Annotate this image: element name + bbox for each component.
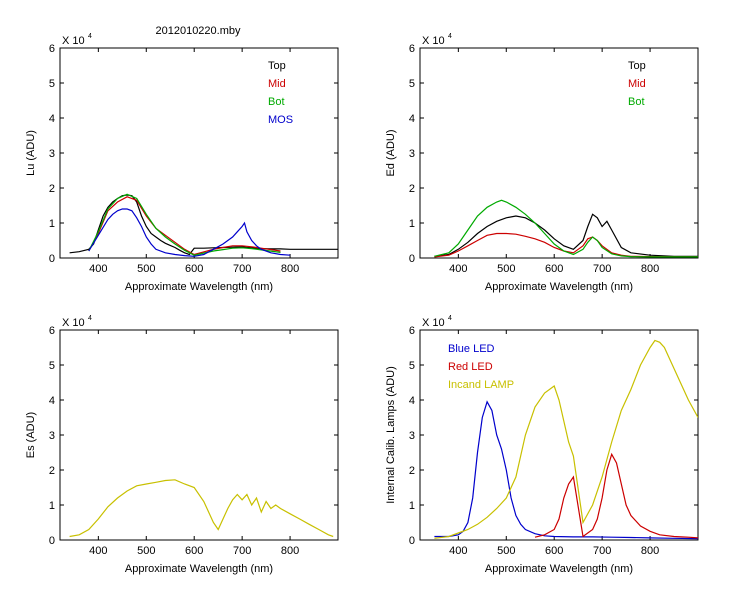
x-axis-label: Approximate Wavelength (nm)	[125, 281, 273, 293]
y-tick-label: 6	[49, 325, 55, 337]
x-tick-label: 800	[281, 545, 299, 557]
y-tick-label: 5	[49, 78, 55, 90]
x-tick-label: 800	[641, 545, 659, 557]
axis-multiplier: X 10	[62, 317, 85, 329]
series-line-es	[69, 479, 334, 538]
y-tick-label: 6	[409, 325, 415, 337]
y-tick-label: 1	[409, 218, 415, 230]
y-tick-label: 1	[49, 500, 55, 512]
y-tick-label: 2	[49, 183, 55, 195]
x-axis-label: Approximate Wavelength (nm)	[485, 281, 633, 293]
x-tick-label: 400	[89, 263, 107, 275]
y-tick-label: 0	[409, 253, 415, 265]
axis-multiplier-exponent: 4	[88, 33, 92, 40]
y-tick-label: 4	[49, 113, 55, 125]
x-tick-label: 700	[593, 545, 611, 557]
x-tick-label: 700	[233, 263, 251, 275]
x-axis-label: Approximate Wavelength (nm)	[485, 563, 633, 575]
y-tick-label: 5	[49, 360, 55, 372]
y-tick-label: 4	[49, 395, 55, 407]
x-tick-label: 400	[449, 263, 467, 275]
series-line-mos	[88, 208, 291, 257]
axis-multiplier: X 10	[422, 317, 445, 329]
y-axis-label: Es (ADU)	[25, 412, 37, 458]
y-tick-label: 6	[409, 43, 415, 55]
x-tick-label: 400	[449, 545, 467, 557]
series-line-red-led	[534, 452, 698, 539]
plot-frame	[419, 47, 699, 259]
y-tick-label: 6	[49, 43, 55, 55]
x-tick-label: 400	[89, 545, 107, 557]
series-line-top	[69, 194, 338, 256]
legend-entry-incand-lamp: Incand LAMP	[448, 379, 514, 391]
legend-entry-mid: Mid	[268, 78, 286, 90]
series-line-bot	[88, 193, 281, 256]
y-tick-label: 1	[409, 500, 415, 512]
series-line-mid	[88, 196, 281, 256]
x-tick-label: 600	[185, 545, 203, 557]
y-tick-label: 0	[49, 535, 55, 547]
y-tick-label: 0	[409, 535, 415, 547]
y-tick-label: 5	[409, 360, 415, 372]
legend-entry-bot: Bot	[628, 96, 645, 108]
legend-entry-top: Top	[268, 60, 286, 72]
series-line-bot	[434, 199, 698, 258]
legend-entry-bot: Bot	[268, 96, 285, 108]
y-tick-label: 4	[409, 113, 415, 125]
y-tick-label: 3	[49, 430, 55, 442]
x-tick-label: 700	[593, 263, 611, 275]
y-tick-label: 0	[49, 253, 55, 265]
plot-frame	[59, 329, 339, 541]
y-axis-label: Internal Calib. Lamps (ADU)	[385, 366, 397, 504]
y-tick-label: 2	[409, 465, 415, 477]
y-axis-label: Ed (ADU)	[385, 129, 397, 176]
y-tick-label: 5	[409, 78, 415, 90]
series-line-mid	[434, 232, 698, 258]
y-tick-label: 1	[49, 218, 55, 230]
legend-entry-blue-led: Blue LED	[448, 343, 495, 355]
x-tick-label: 600	[545, 263, 563, 275]
axis-multiplier-exponent: 4	[88, 315, 92, 322]
legend-entry-red-led: Red LED	[448, 361, 493, 373]
series-line-blue-led	[434, 400, 698, 540]
series-line-top	[434, 213, 698, 257]
x-tick-label: 500	[137, 545, 155, 557]
x-tick-label: 500	[497, 263, 515, 275]
y-tick-label: 4	[409, 395, 415, 407]
figure-title: 2012010220.mby	[155, 25, 241, 37]
legend-entry-mid: Mid	[628, 78, 646, 90]
axis-multiplier: X 10	[422, 35, 445, 47]
x-tick-label: 500	[137, 263, 155, 275]
axis-multiplier: X 10	[62, 35, 85, 47]
x-tick-label: 800	[641, 263, 659, 275]
legend-entry-top: Top	[628, 60, 646, 72]
x-tick-label: 500	[497, 545, 515, 557]
x-tick-label: 800	[281, 263, 299, 275]
axis-multiplier-exponent: 4	[448, 33, 452, 40]
axis-multiplier-exponent: 4	[448, 315, 452, 322]
x-axis-label: Approximate Wavelength (nm)	[125, 563, 273, 575]
y-tick-label: 2	[49, 465, 55, 477]
series-line-incand-lamp	[434, 339, 698, 539]
x-tick-label: 600	[185, 263, 203, 275]
y-tick-label: 3	[409, 148, 415, 160]
y-tick-label: 3	[409, 430, 415, 442]
x-tick-label: 600	[545, 545, 563, 557]
y-tick-label: 2	[409, 183, 415, 195]
x-tick-label: 700	[233, 545, 251, 557]
y-tick-label: 3	[49, 148, 55, 160]
legend-entry-mos: MOS	[268, 114, 293, 126]
y-axis-label: Lu (ADU)	[25, 130, 37, 176]
